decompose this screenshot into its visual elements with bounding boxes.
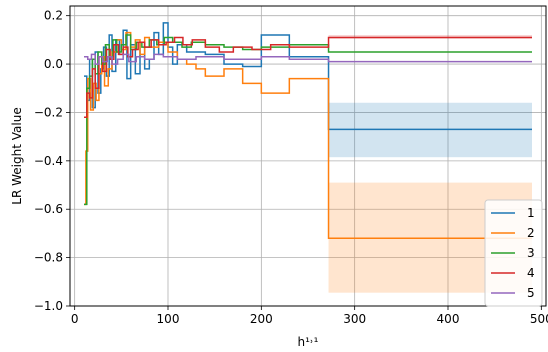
series-lines bbox=[84, 22, 532, 240]
y-tick-label: −0.8 bbox=[34, 251, 63, 265]
x-tick-label: 100 bbox=[157, 312, 180, 326]
legend-label-5: 5 bbox=[527, 286, 535, 300]
y-tick-label: −0.4 bbox=[34, 154, 63, 168]
y-axis: −1.0 −0.8 −0.6 −0.4 −0.2 0.0 0.2 bbox=[34, 9, 70, 313]
legend-label-3: 3 bbox=[527, 246, 535, 260]
x-tick-label: 500 bbox=[530, 312, 548, 326]
legend-label-1: 1 bbox=[527, 206, 535, 220]
legend: 1 2 3 4 5 bbox=[484, 199, 543, 307]
y-tick-label: 0.0 bbox=[44, 57, 63, 71]
line-series-1 bbox=[84, 22, 532, 131]
plot-frame bbox=[69, 5, 547, 307]
y-tick-label: −1.0 bbox=[34, 299, 63, 313]
x-axis-label: h¹˒¹ bbox=[298, 335, 319, 349]
x-tick-label: 400 bbox=[437, 312, 460, 326]
y-tick-label: −0.6 bbox=[34, 202, 63, 216]
legend-label-2: 2 bbox=[527, 226, 535, 240]
y-axis-label: LR Weight Value bbox=[10, 107, 24, 204]
legend-label-4: 4 bbox=[527, 266, 535, 280]
line-series-2 bbox=[84, 31, 532, 240]
line-series-3 bbox=[84, 34, 532, 206]
y-tick-label: −0.2 bbox=[34, 105, 63, 119]
line-series-5 bbox=[84, 53, 532, 65]
x-tick-label: 200 bbox=[250, 312, 273, 326]
y-tick-label: 0.2 bbox=[44, 9, 63, 23]
line-series-4 bbox=[84, 36, 532, 119]
x-tick-label: 300 bbox=[343, 312, 366, 326]
x-tick-label: 0 bbox=[71, 312, 79, 326]
x-axis: 0 100 200 300 400 500 bbox=[71, 306, 548, 326]
